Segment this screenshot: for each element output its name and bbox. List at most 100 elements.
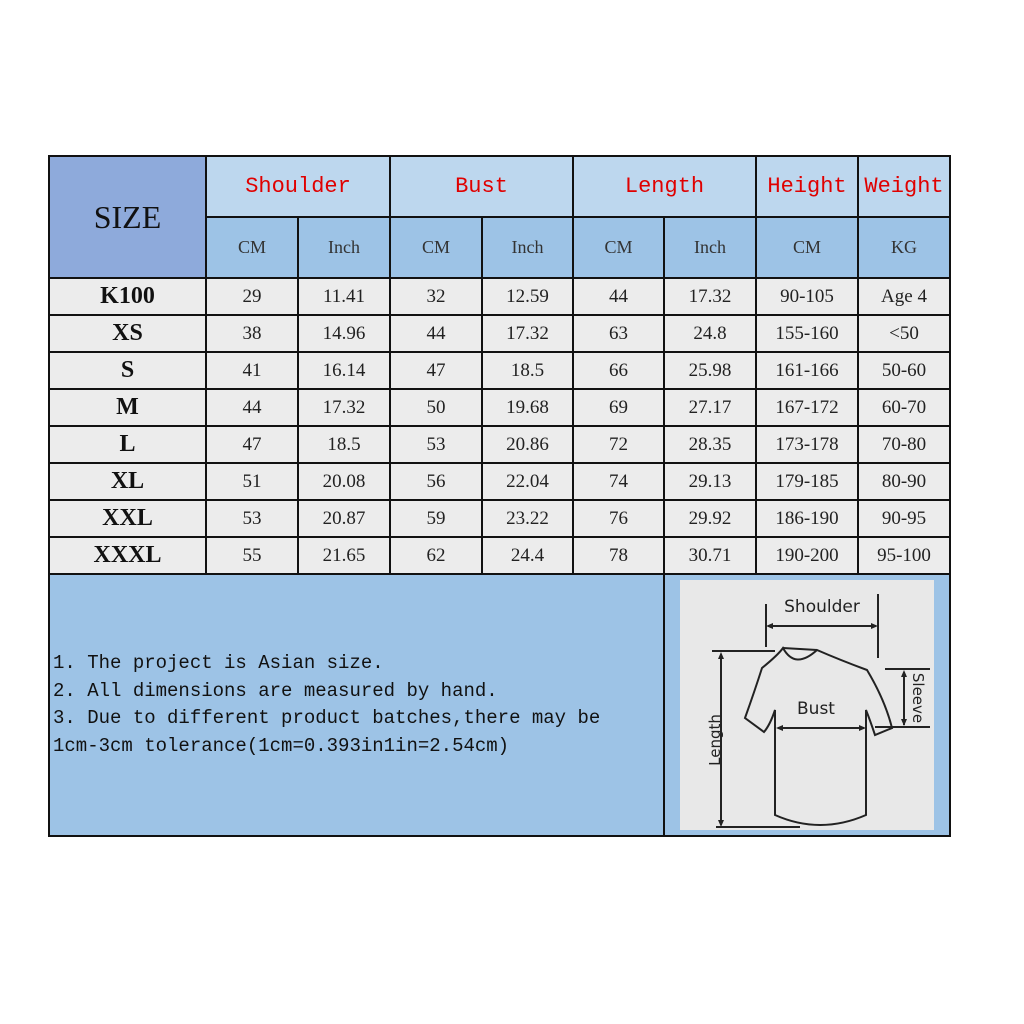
size-cell: XXL: [48, 499, 207, 538]
unit-header: CM: [205, 216, 299, 279]
value-cell: Age 4: [857, 277, 951, 316]
value-cell: 50: [389, 388, 483, 427]
table-row: M 44 17.32 50 19.68 69 27.17 167-172 60-70: [48, 388, 951, 427]
value-cell: 50-60: [857, 351, 951, 390]
value-cell: 29: [205, 277, 299, 316]
value-cell: 30.71: [663, 536, 757, 575]
value-cell: 161-166: [755, 351, 859, 390]
value-cell: 20.86: [481, 425, 574, 464]
unit-header: Inch: [297, 216, 391, 279]
size-cell: XXXL: [48, 536, 207, 575]
value-cell: 32: [389, 277, 483, 316]
value-cell: 29.13: [663, 462, 757, 501]
value-cell: 20.08: [297, 462, 391, 501]
value-cell: 186-190: [755, 499, 859, 538]
unit-header: KG: [857, 216, 951, 279]
table-row: S 41 16.14 47 18.5 66 25.98 161-166 50-60: [48, 351, 951, 390]
value-cell: 44: [205, 388, 299, 427]
table-row: XL 51 20.08 56 22.04 74 29.13 179-185 80-90: [48, 462, 951, 501]
table-row: K100 29 11.41 32 12.59 44 17.32 90-105 Age 4: [48, 277, 951, 316]
value-cell: 80-90: [857, 462, 951, 501]
bust-header: Bust: [389, 155, 574, 218]
value-cell: 190-200: [755, 536, 859, 575]
value-cell: 16.14: [297, 351, 391, 390]
value-cell: 59: [389, 499, 483, 538]
value-cell: 21.65: [297, 536, 391, 575]
unit-header: CM: [389, 216, 483, 279]
size-header: SIZE: [48, 155, 207, 279]
size-cell: L: [48, 425, 207, 464]
value-cell: 47: [389, 351, 483, 390]
value-cell: 167-172: [755, 388, 859, 427]
value-cell: 53: [205, 499, 299, 538]
value-cell: 18.5: [481, 351, 574, 390]
unit-header: Inch: [481, 216, 574, 279]
value-cell: 62: [389, 536, 483, 575]
value-cell: 53: [389, 425, 483, 464]
diagram-length-label: Length: [706, 714, 724, 766]
size-cell: M: [48, 388, 207, 427]
value-cell: 28.35: [663, 425, 757, 464]
value-cell: <50: [857, 314, 951, 353]
value-cell: 78: [572, 536, 665, 575]
unit-header: Inch: [663, 216, 757, 279]
value-cell: 155-160: [755, 314, 859, 353]
size-cell: K100: [48, 277, 207, 316]
table-row: L 47 18.5 53 20.86 72 28.35 173-178 70-80: [48, 425, 951, 464]
value-cell: 47: [205, 425, 299, 464]
value-cell: 66: [572, 351, 665, 390]
unit-header: CM: [572, 216, 665, 279]
tshirt-diagram: Shoulder Bust Length Sleeve: [680, 580, 934, 830]
notes-cell: 1. The project is Asian size. 2. All dim…: [48, 573, 665, 837]
value-cell: 24.8: [663, 314, 757, 353]
note-4: 1cm-3cm tolerance(1cm=0.393in1in=2.54cm): [53, 734, 510, 757]
note-1: 1. The project is Asian size.: [53, 652, 384, 674]
value-cell: 27.17: [663, 388, 757, 427]
value-cell: 74: [572, 462, 665, 501]
value-cell: 44: [572, 277, 665, 316]
table-row: XS 38 14.96 44 17.32 63 24.8 155-160 <50: [48, 314, 951, 353]
value-cell: 12.59: [481, 277, 574, 316]
value-cell: 18.5: [297, 425, 391, 464]
table-row: XXL 53 20.87 59 23.22 76 29.92 186-190 90-95: [48, 499, 951, 538]
note-3: 3. Due to different product batches,ther…: [53, 707, 601, 729]
value-cell: 19.68: [481, 388, 574, 427]
value-cell: 41: [205, 351, 299, 390]
table-row: XXXL 55 21.65 62 24.4 78 30.71 190-200 95-100: [48, 536, 951, 575]
diagram-shoulder-label: Shoulder: [784, 597, 860, 617]
note-2: 2. All dimensions are measured by hand.: [53, 679, 498, 702]
value-cell: 63: [572, 314, 665, 353]
diagram-bust-label: Bust: [797, 699, 835, 719]
value-cell: 22.04: [481, 462, 574, 501]
value-cell: 11.41: [297, 277, 391, 316]
value-cell: 17.32: [481, 314, 574, 353]
value-cell: 44: [389, 314, 483, 353]
value-cell: 17.32: [297, 388, 391, 427]
value-cell: 76: [572, 499, 665, 538]
value-cell: 38: [205, 314, 299, 353]
value-cell: 90-95: [857, 499, 951, 538]
size-chart-table: SIZE Shoulder Bust Length Height Weight …: [48, 155, 951, 837]
value-cell: 60-70: [857, 388, 951, 427]
tshirt-icon: Shoulder Bust Length Sleeve: [706, 594, 930, 828]
value-cell: 69: [572, 388, 665, 427]
value-cell: 25.98: [663, 351, 757, 390]
diagram-sleeve-label: Sleeve: [909, 673, 927, 723]
value-cell: 173-178: [755, 425, 859, 464]
height-header: Height: [755, 155, 859, 218]
value-cell: 179-185: [755, 462, 859, 501]
value-cell: 56: [389, 462, 483, 501]
shoulder-header: Shoulder: [205, 155, 391, 218]
value-cell: 24.4: [481, 536, 574, 575]
value-cell: 29.92: [663, 499, 757, 538]
unit-header: CM: [755, 216, 859, 279]
size-cell: XS: [48, 314, 207, 353]
value-cell: 20.87: [297, 499, 391, 538]
value-cell: 55: [205, 536, 299, 575]
value-cell: 51: [205, 462, 299, 501]
diagram-cell: Shoulder Bust Length Sleeve: [663, 573, 951, 837]
value-cell: 14.96: [297, 314, 391, 353]
value-cell: 17.32: [663, 277, 757, 316]
size-cell: S: [48, 351, 207, 390]
value-cell: 23.22: [481, 499, 574, 538]
